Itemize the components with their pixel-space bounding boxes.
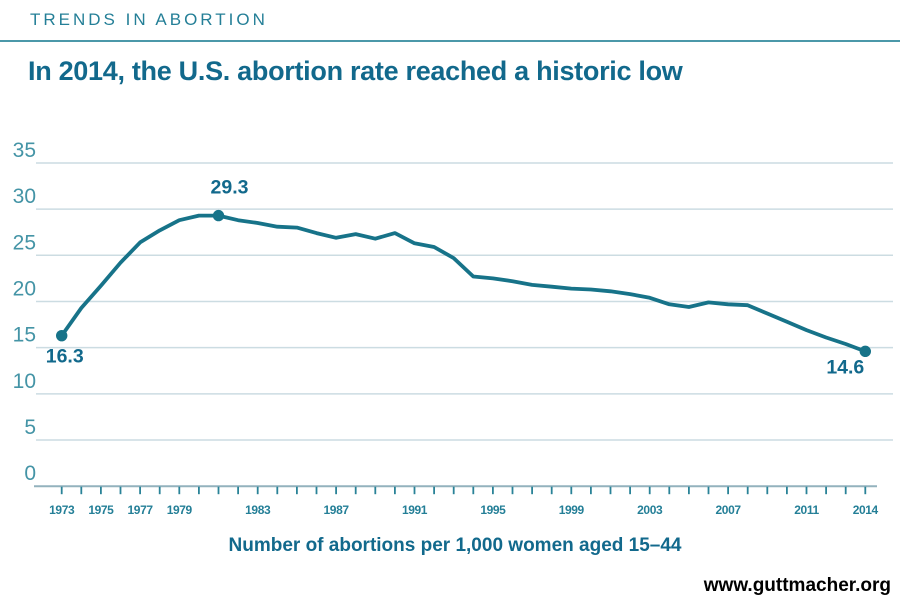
data-point-dot <box>56 329 68 342</box>
x-axis-label: 1977 <box>128 503 154 517</box>
x-axis-label: 2011 <box>794 503 819 517</box>
x-axis-label: 1987 <box>324 503 350 517</box>
x-axis-label: 2003 <box>637 503 663 517</box>
chart-title: In 2014, the U.S. abortion rate reached … <box>28 56 683 86</box>
y-axis-label: 20 <box>13 277 36 300</box>
x-axis-label: 1999 <box>559 503 585 517</box>
kicker-text: TRENDS IN ABORTION <box>30 10 268 29</box>
x-axis-label: 2014 <box>853 503 879 517</box>
x-axis-label: 1973 <box>49 503 75 517</box>
website-url: www.guttmacher.org <box>703 575 891 596</box>
x-axis-label: 1975 <box>88 503 114 517</box>
y-axis-label: 30 <box>13 185 36 208</box>
y-axis-label: 25 <box>13 231 36 254</box>
y-axis-label: 0 <box>24 462 36 485</box>
axis-unit-caption: Number of abortions per 1,000 women aged… <box>228 535 682 556</box>
y-axis-label: 15 <box>13 324 36 347</box>
x-axis-label: 2007 <box>716 503 742 517</box>
data-point-dot <box>212 209 225 222</box>
data-point-label: 14.6 <box>826 356 864 378</box>
data-point-label: 16.3 <box>46 346 84 368</box>
header-divider <box>0 40 900 42</box>
x-axis-label: 1983 <box>245 503 271 517</box>
x-axis-label: 1979 <box>167 503 193 517</box>
x-axis-label: 1991 <box>402 503 428 517</box>
rate-line <box>59 213 868 354</box>
data-point-label: 29.3 <box>211 177 249 199</box>
y-axis-label: 5 <box>24 416 36 439</box>
data-point-dot <box>859 345 871 358</box>
y-axis-label: 10 <box>13 370 36 393</box>
y-axis-label: 35 <box>13 139 36 162</box>
x-axis-label: 1995 <box>480 503 506 517</box>
